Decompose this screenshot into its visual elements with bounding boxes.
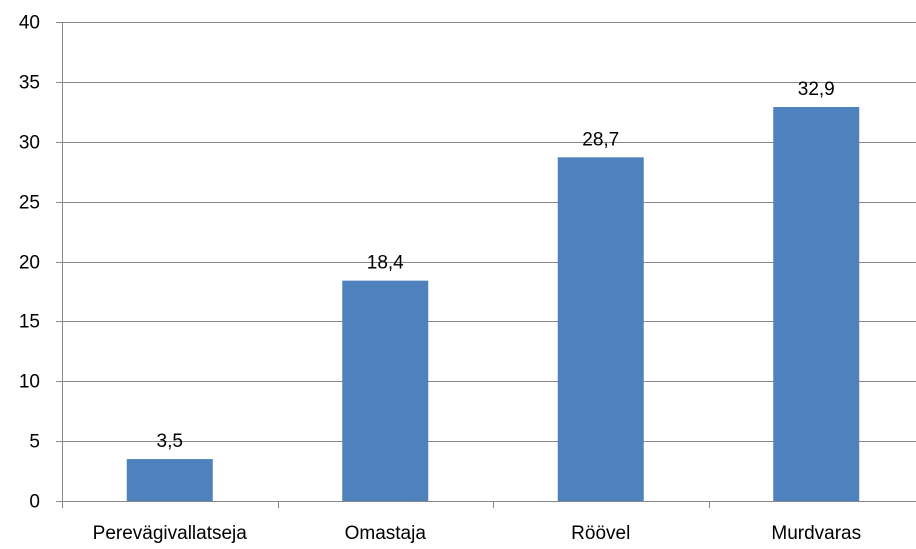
x-tick-label: Murdvaras xyxy=(771,523,861,544)
y-tick-label: 0 xyxy=(29,492,40,513)
gridlines xyxy=(62,22,916,442)
bar-perevägivallatseja xyxy=(126,459,213,501)
y-tick-label: 35 xyxy=(19,73,40,94)
bar-röövel xyxy=(557,157,644,501)
bar-murdvaras xyxy=(773,107,860,502)
x-tick-label: Perevägivallatseja xyxy=(93,523,248,544)
y-tick-label: 15 xyxy=(19,312,40,333)
y-tick-label: 20 xyxy=(19,253,40,274)
y-tick-label: 25 xyxy=(19,193,40,214)
data-label: 3,5 xyxy=(157,431,183,452)
data-labels: 3,5 18,4 28,7 32,9 xyxy=(157,79,835,452)
bar-omastaja xyxy=(342,280,429,501)
x-tick-label: Röövel xyxy=(571,523,630,544)
x-tick-label: Omastaja xyxy=(345,523,427,544)
data-label: 18,4 xyxy=(367,253,404,274)
bars xyxy=(126,107,860,502)
data-label: 28,7 xyxy=(582,129,619,150)
y-tick-label: 30 xyxy=(19,133,40,154)
y-tick-label: 10 xyxy=(19,372,40,393)
x-axis-tick-labels: Perevägivallatseja Omastaja Röövel Murdvara… xyxy=(93,523,861,544)
y-axis-tick-labels: 0 5 10 15 20 25 30 35 40 xyxy=(19,13,40,513)
data-label: 32,9 xyxy=(798,79,835,100)
axes xyxy=(56,22,916,508)
y-tick-label: 40 xyxy=(19,13,40,34)
y-tick-label: 5 xyxy=(29,432,40,453)
